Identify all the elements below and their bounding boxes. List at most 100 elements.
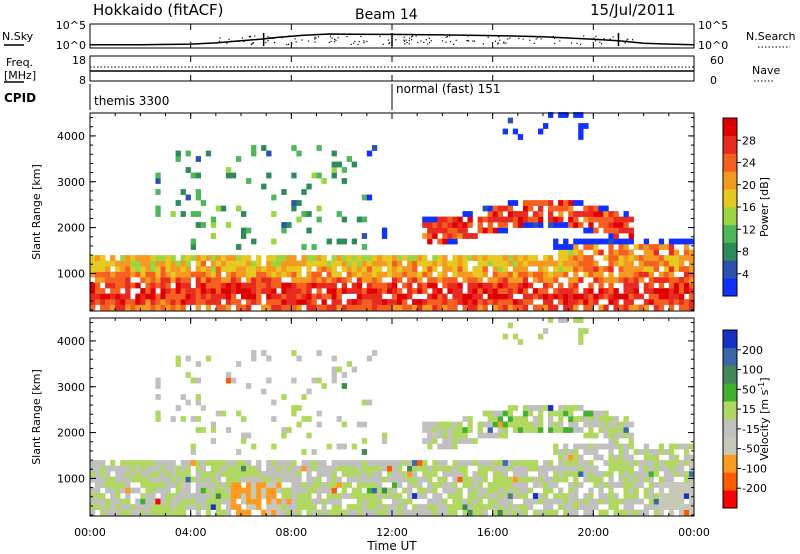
power-cell xyxy=(220,205,227,212)
power-cell xyxy=(306,282,312,289)
beam-title: Beam 14 xyxy=(355,7,418,23)
velocity-cell xyxy=(673,487,680,494)
power-cell xyxy=(543,288,549,294)
power-cell xyxy=(271,304,277,311)
power-cell xyxy=(543,282,549,289)
power-cell xyxy=(281,304,287,311)
power-cell xyxy=(341,260,347,267)
power-cell xyxy=(190,244,196,250)
power-cell xyxy=(200,288,206,294)
power-cell xyxy=(205,255,212,261)
power-cell xyxy=(306,266,312,272)
power-cell xyxy=(432,227,438,234)
nsearch-point xyxy=(576,42,578,44)
nsearch-point xyxy=(505,42,507,44)
velocity-cell xyxy=(628,438,634,444)
power-cell xyxy=(351,299,357,305)
velocity-cell xyxy=(397,465,403,472)
velocity-cell xyxy=(215,410,222,417)
power-cell xyxy=(643,255,649,261)
velocity-cell xyxy=(135,504,141,510)
velocity-cell xyxy=(356,493,363,499)
velocity-cell xyxy=(321,465,327,472)
velocity-cell xyxy=(346,482,352,488)
velocity-cell xyxy=(558,410,564,417)
nsearch-point xyxy=(226,42,228,44)
velocity-cell xyxy=(563,449,569,455)
power-cell xyxy=(236,266,242,272)
power-cell xyxy=(467,233,473,239)
power-cell xyxy=(271,288,277,294)
power-cell xyxy=(175,156,181,162)
velocity-cell xyxy=(306,388,312,395)
velocity-cell xyxy=(532,476,539,483)
nsearch-point xyxy=(395,39,397,41)
velocity-cell xyxy=(376,476,383,483)
nsearch-point xyxy=(473,40,475,42)
power-cell xyxy=(336,288,342,294)
power-cell xyxy=(316,172,322,179)
power-cell xyxy=(130,260,136,267)
power-cell xyxy=(417,271,423,278)
velocity-cell xyxy=(588,410,594,417)
power-cell xyxy=(220,282,227,289)
velocity-cell xyxy=(558,405,564,411)
velocity-cell xyxy=(643,454,649,461)
velocity-cell xyxy=(598,471,604,477)
velocity-cell xyxy=(668,465,675,472)
power-cell xyxy=(538,205,544,212)
power-cell xyxy=(236,288,242,294)
power-cell xyxy=(115,282,121,289)
power-cell xyxy=(522,277,529,283)
velocity-cell xyxy=(663,482,670,488)
velocity-cell xyxy=(291,460,297,466)
power-cell xyxy=(316,288,322,294)
power-cell xyxy=(316,266,322,272)
velocity-cell xyxy=(316,421,322,428)
velocity-cell xyxy=(276,482,282,488)
power-cell xyxy=(507,282,514,289)
velocity-cell xyxy=(502,487,508,494)
power-cell xyxy=(175,260,181,267)
power-cell xyxy=(301,189,307,195)
y-tick-label: 2000 xyxy=(57,427,85,440)
velocity-cell xyxy=(100,471,106,477)
power-cell xyxy=(663,288,670,294)
power-cell xyxy=(276,260,282,267)
velocity-cell xyxy=(241,460,247,466)
velocity-cell xyxy=(598,487,604,494)
power-cell xyxy=(608,233,614,239)
velocity-cell xyxy=(673,471,680,477)
power-cell xyxy=(452,216,458,223)
velocity-cell xyxy=(276,509,282,516)
velocity-cell xyxy=(563,427,569,433)
nsearch-point xyxy=(328,41,330,44)
velocity-cell xyxy=(467,498,473,505)
nsearch-point xyxy=(552,35,554,38)
velocity-cell xyxy=(256,465,262,472)
power-cell xyxy=(573,293,579,300)
velocity-cell xyxy=(497,421,503,428)
power-cell xyxy=(442,271,448,278)
power-cell xyxy=(321,260,327,267)
power-cell xyxy=(306,293,312,300)
velocity-cell xyxy=(306,471,312,477)
velocity-cell xyxy=(608,443,614,450)
power-cell xyxy=(422,288,428,294)
power-cell xyxy=(608,227,614,234)
velocity-cell xyxy=(623,443,629,450)
power-cell xyxy=(588,304,594,311)
power-cell xyxy=(573,238,579,245)
velocity-cell xyxy=(341,465,347,472)
power-cell xyxy=(668,266,675,272)
velocity-cell xyxy=(507,498,514,505)
power-cell xyxy=(553,244,559,250)
power-cell xyxy=(180,282,186,289)
power-cell xyxy=(442,255,448,261)
power-cell xyxy=(643,249,649,256)
velocity-cell xyxy=(210,421,217,428)
velocity-cell xyxy=(512,427,519,433)
power-cell xyxy=(261,277,267,283)
nsearch-point xyxy=(387,39,389,41)
power-cell xyxy=(150,255,156,261)
